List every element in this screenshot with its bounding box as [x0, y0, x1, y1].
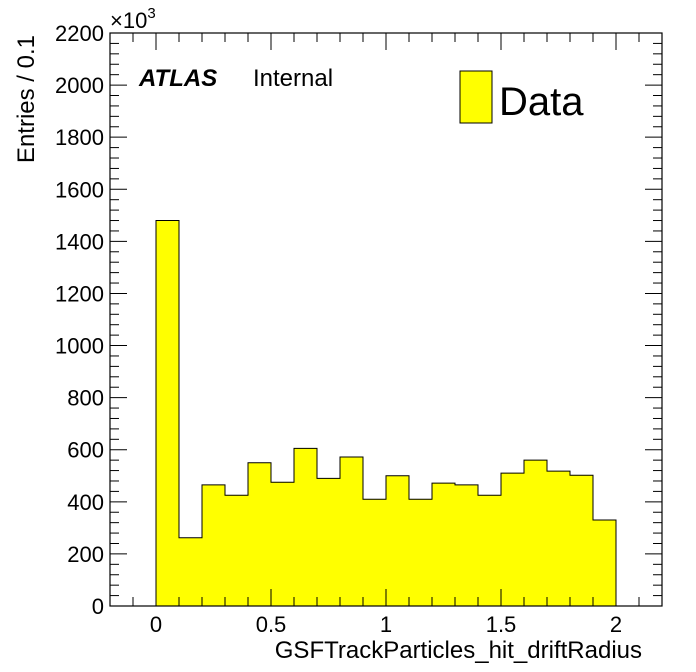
y-tick-label: 400 — [67, 490, 104, 515]
histogram-bar — [432, 483, 455, 606]
histogram-outline — [155, 220, 617, 606]
tick-labels-group: 0 200 400 600 800 1000 1200 1400 1600 1800 2000 220… — [55, 21, 622, 637]
bars-group — [155, 220, 617, 606]
histogram-bar — [156, 220, 179, 606]
x-tick-label: 0 — [150, 612, 162, 637]
y-tick-label: 600 — [67, 438, 104, 463]
histogram-bar — [409, 499, 432, 606]
histogram-bar — [386, 475, 409, 606]
histogram-bar — [524, 460, 547, 606]
histogram-bar — [455, 484, 478, 606]
histogram-bar — [179, 537, 202, 606]
histogram-bar — [501, 473, 524, 606]
y-multiplier: ×103 — [110, 5, 156, 33]
histogram-bar — [225, 495, 248, 606]
y-tick-label: 1200 — [55, 281, 104, 306]
histogram-bar — [317, 478, 340, 606]
internal-label: Internal — [253, 65, 333, 92]
histogram-bar — [271, 482, 294, 606]
y-tick-label: 1800 — [55, 125, 104, 150]
ticks-group — [109, 32, 663, 607]
atlas-label: ATLAS — [138, 65, 217, 92]
histogram-bar — [202, 484, 225, 606]
y-tick-label: 0 — [92, 594, 104, 619]
y-multiplier-exponent: 3 — [147, 5, 155, 22]
histogram-bar — [593, 520, 616, 606]
y-tick-label: 1000 — [55, 334, 104, 359]
x-tick-label: 2 — [610, 612, 622, 637]
histogram-bar — [570, 475, 593, 606]
histogram-bar — [478, 495, 501, 606]
x-tick-label: 1 — [380, 612, 392, 637]
y-axis-title: Entries / 0.1 — [13, 35, 40, 163]
legend-label-data: Data — [499, 80, 584, 124]
histogram-bar — [340, 457, 363, 606]
x-tick-label: 0.5 — [256, 612, 287, 637]
y-tick-label: 2000 — [55, 73, 104, 98]
y-tick-label: 800 — [67, 386, 104, 411]
histogram-bar — [547, 471, 570, 606]
legend: Data — [459, 70, 584, 124]
histogram-bar — [363, 499, 386, 606]
y-tick-label: 200 — [67, 542, 104, 567]
legend-swatch-data — [459, 70, 493, 124]
y-tick-label: 1400 — [55, 229, 104, 254]
y-tick-label: 2200 — [55, 21, 104, 46]
x-axis-title: GSFTrackParticles_hit_driftRadius — [275, 637, 642, 664]
histogram-bar — [294, 448, 317, 606]
x-tick-label: 1.5 — [486, 612, 517, 637]
histogram-bar — [248, 462, 271, 606]
y-multiplier-base: ×10 — [110, 8, 147, 33]
y-tick-label: 1600 — [55, 177, 104, 202]
